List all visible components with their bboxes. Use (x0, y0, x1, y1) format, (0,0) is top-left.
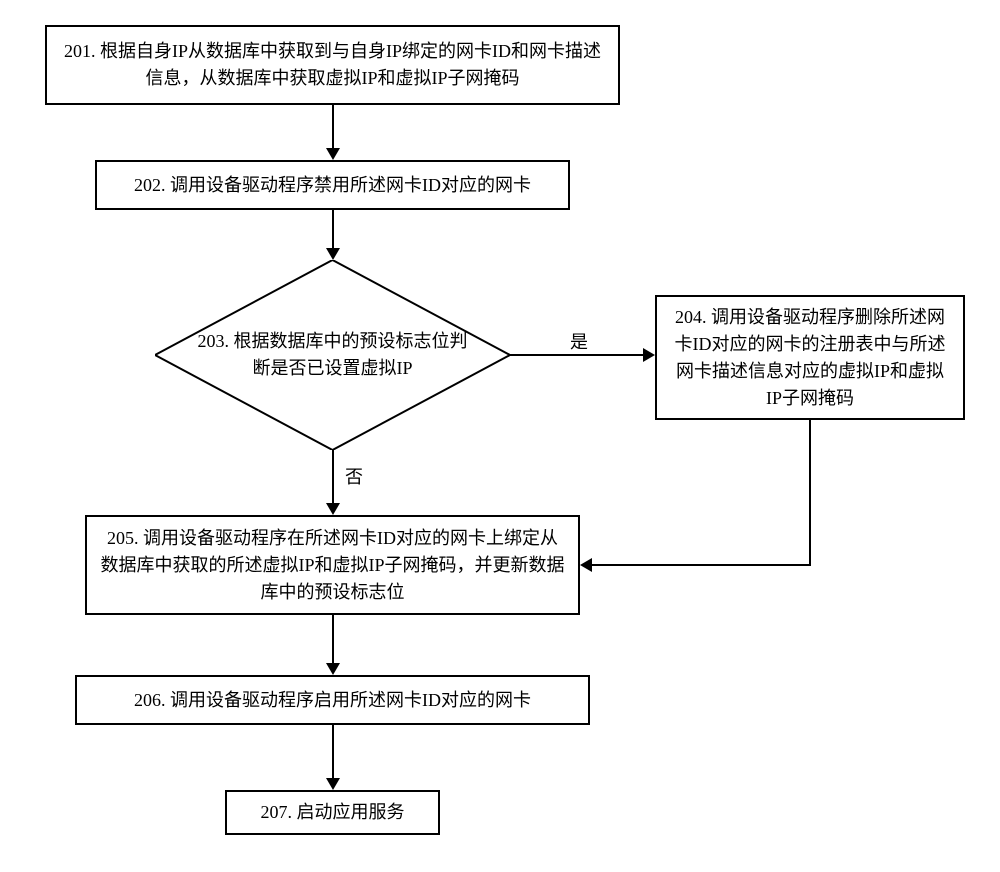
node-201: 201. 根据自身IP从数据库中获取到与自身IP绑定的网卡ID和网卡描述信息，从… (45, 25, 620, 105)
edge-203-205 (332, 450, 334, 503)
edge-203-204 (510, 354, 643, 356)
edge-204-205-head (580, 558, 592, 572)
edge-203-204-head (643, 348, 655, 362)
node-205-text: 205. 调用设备驱动程序在所述网卡ID对应的网卡上绑定从数据库中获取的所述虚拟… (99, 525, 566, 606)
node-202-text: 202. 调用设备驱动程序禁用所述网卡ID对应的网卡 (134, 172, 531, 199)
node-206: 206. 调用设备驱动程序启用所述网卡ID对应的网卡 (75, 675, 590, 725)
node-205: 205. 调用设备驱动程序在所述网卡ID对应的网卡上绑定从数据库中获取的所述虚拟… (85, 515, 580, 615)
node-207: 207. 启动应用服务 (225, 790, 440, 835)
edge-204-205-h (592, 564, 811, 566)
node-206-text: 206. 调用设备驱动程序启用所述网卡ID对应的网卡 (134, 687, 531, 714)
edge-204-205-v (809, 420, 811, 564)
edge-201-202 (332, 105, 334, 148)
edge-202-203 (332, 210, 334, 248)
node-204: 204. 调用设备驱动程序删除所述网卡ID对应的网卡的注册表中与所述网卡描述信息… (655, 295, 965, 420)
edge-203-205-head (326, 503, 340, 515)
node-202: 202. 调用设备驱动程序禁用所述网卡ID对应的网卡 (95, 160, 570, 210)
edge-201-202-head (326, 148, 340, 160)
node-203-text: 203. 根据数据库中的预设标志位判断是否已设置虚拟IP (155, 328, 510, 382)
edge-205-206 (332, 615, 334, 663)
label-yes: 是 (570, 328, 588, 354)
node-207-text: 207. 启动应用服务 (261, 799, 405, 826)
edge-206-207 (332, 725, 334, 778)
edge-202-203-head (326, 248, 340, 260)
label-no: 否 (345, 463, 363, 489)
edge-205-206-head (326, 663, 340, 675)
node-204-text: 204. 调用设备驱动程序删除所述网卡ID对应的网卡的注册表中与所述网卡描述信息… (669, 304, 951, 412)
node-201-text: 201. 根据自身IP从数据库中获取到与自身IP绑定的网卡ID和网卡描述信息，从… (59, 38, 606, 92)
edge-206-207-head (326, 778, 340, 790)
node-203: 203. 根据数据库中的预设标志位判断是否已设置虚拟IP (155, 260, 510, 450)
